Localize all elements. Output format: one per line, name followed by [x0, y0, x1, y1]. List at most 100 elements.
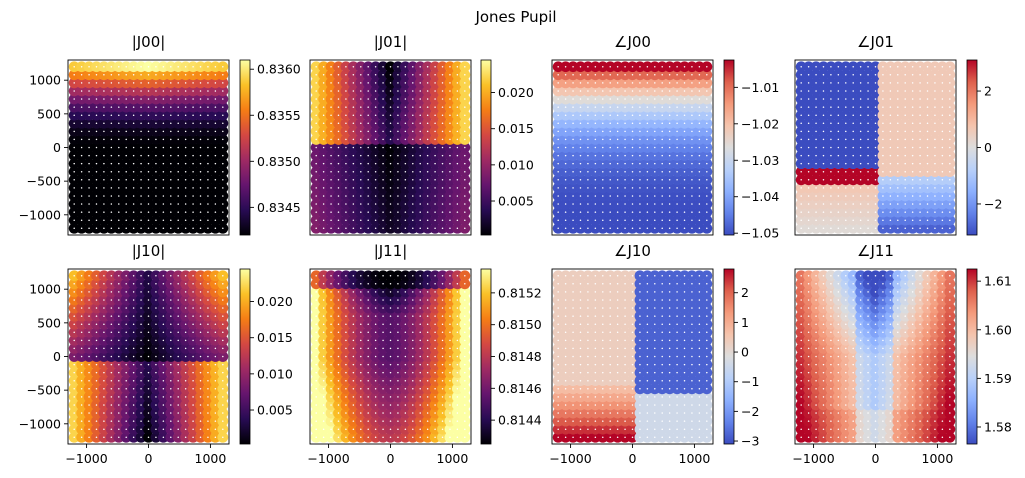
grid-marker: [646, 146, 649, 149]
grid-marker: [147, 219, 150, 221]
grid-marker: [691, 170, 693, 173]
grid-marker: [837, 82, 840, 84]
grid-marker: [192, 82, 194, 84]
grid-marker: [676, 170, 678, 173]
grid-marker: [170, 130, 172, 133]
grid-marker: [162, 138, 165, 141]
grid-marker: [874, 146, 877, 149]
grid-marker: [919, 122, 921, 125]
grid-marker: [624, 82, 626, 84]
grid-marker: [609, 219, 611, 221]
grid-marker: [73, 363, 75, 366]
grid-marker: [337, 98, 340, 100]
grid-marker: [88, 187, 90, 189]
grid-marker: [315, 211, 317, 213]
grid-marker: [807, 74, 810, 76]
grid-marker: [170, 347, 172, 350]
grid-marker: [147, 170, 150, 173]
grid-marker: [412, 114, 414, 116]
grid-marker: [337, 154, 340, 157]
grid-marker: [222, 331, 224, 334]
grid-marker: [631, 74, 634, 76]
grid-marker: [80, 146, 83, 149]
grid-marker: [360, 106, 362, 108]
grid-marker: [897, 65, 899, 68]
grid-marker: [867, 138, 869, 141]
grid-marker: [207, 355, 209, 358]
grid-marker: [95, 122, 98, 125]
grid-marker: [800, 219, 802, 221]
grid-marker: [110, 388, 113, 390]
grid-marker: [609, 65, 611, 68]
grid-marker: [177, 211, 179, 213]
grid-marker: [602, 130, 604, 133]
grid-marker: [646, 203, 649, 205]
grid-marker: [389, 106, 392, 108]
grid-marker: [579, 179, 582, 181]
grid-marker: [456, 227, 459, 230]
grid-marker: [170, 404, 172, 406]
grid-marker: [412, 122, 414, 125]
grid-marker: [140, 90, 142, 92]
grid-marker: [360, 187, 362, 189]
grid-marker: [852, 74, 854, 76]
grid-marker: [118, 90, 120, 92]
grid-marker: [207, 436, 209, 439]
grid-marker: [668, 162, 671, 165]
grid-marker: [919, 82, 921, 84]
grid-marker: [110, 203, 113, 205]
grid-marker: [698, 195, 701, 197]
grid-marker: [322, 211, 325, 213]
grid-marker: [177, 436, 179, 439]
grid-marker: [95, 388, 98, 390]
grid-marker: [919, 146, 921, 149]
grid-marker: [397, 74, 399, 76]
grid-marker: [616, 130, 619, 133]
grid-marker: [852, 154, 854, 157]
grid-marker: [564, 122, 567, 125]
grid-marker: [911, 211, 914, 213]
grid-marker: [800, 162, 802, 165]
grid-marker: [199, 331, 202, 334]
grid-marker: [676, 122, 678, 125]
grid-marker: [668, 114, 671, 116]
grid-marker: [639, 195, 641, 197]
grid-marker: [859, 106, 862, 108]
grid-marker: [330, 90, 332, 92]
grid-marker: [949, 106, 951, 108]
grid-marker: [337, 74, 340, 76]
grid-marker: [155, 211, 157, 213]
grid-marker: [207, 74, 209, 76]
grid-marker: [389, 130, 392, 133]
grid-marker: [807, 195, 810, 197]
grid-marker: [360, 162, 362, 165]
grid-marker: [140, 412, 142, 414]
grid-marker: [646, 219, 649, 221]
grid-marker: [859, 211, 862, 213]
grid-marker: [397, 203, 399, 205]
grid-marker: [140, 162, 142, 165]
grid-marker: [162, 130, 165, 133]
grid-marker: [698, 114, 701, 116]
grid-marker: [80, 122, 83, 125]
grid-marker: [80, 371, 83, 374]
grid-marker: [207, 170, 209, 173]
grid-marker: [807, 179, 810, 181]
grid-marker: [412, 170, 414, 173]
grid-marker: [103, 162, 105, 165]
grid-marker: [456, 195, 459, 197]
grid-marker: [103, 436, 105, 439]
grid-marker: [352, 106, 355, 108]
grid-marker: [594, 106, 597, 108]
grid-marker: [698, 106, 701, 108]
grid-marker: [214, 347, 217, 350]
grid-marker: [602, 138, 604, 141]
grid-marker: [668, 106, 671, 108]
grid-marker: [830, 130, 832, 133]
grid-marker: [815, 219, 817, 221]
grid-marker: [911, 138, 914, 141]
grid-marker: [147, 203, 150, 205]
grid-marker: [426, 106, 429, 108]
grid-marker: [456, 106, 459, 108]
grid-marker: [80, 187, 83, 189]
